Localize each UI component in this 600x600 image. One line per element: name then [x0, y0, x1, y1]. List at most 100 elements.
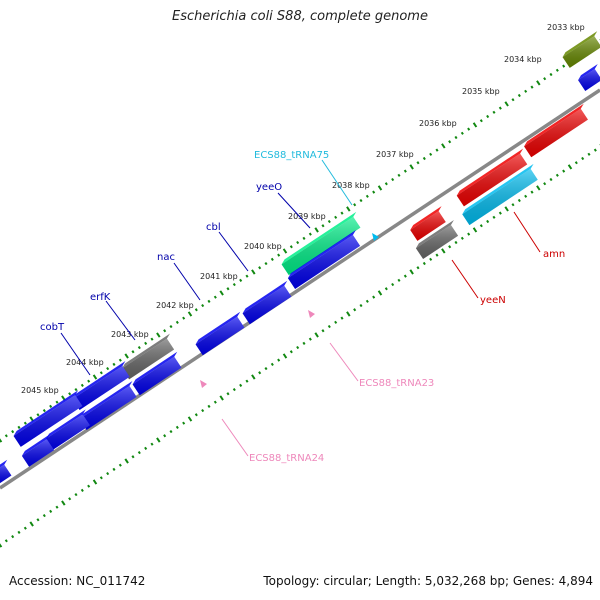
gene-feature[interactable]	[13, 390, 83, 447]
gene-feature[interactable]	[562, 31, 600, 68]
inner-tick-mark	[264, 366, 268, 371]
outer-tick-mark	[486, 114, 490, 119]
outer-tick-mark	[112, 362, 116, 366]
outer-tick-mark	[144, 341, 148, 345]
outer-tick-track	[0, 38, 600, 443]
inner-tick-mark	[517, 198, 521, 203]
inner-tick-mark	[327, 324, 331, 329]
outer-tick-mark	[251, 269, 256, 275]
gene-feature[interactable]	[21, 434, 55, 467]
gene-feature[interactable]	[456, 148, 528, 207]
gene-label-tRNA24[interactable]: ECS88_tRNA24	[249, 453, 324, 464]
outer-tick-mark	[472, 122, 478, 128]
map-title: Escherichia coli S88, complete genome	[172, 9, 428, 24]
gene-feature[interactable]	[121, 333, 175, 380]
outer-tick-mark	[169, 324, 173, 329]
outer-tick-mark	[543, 77, 547, 81]
gene-label-cobT[interactable]: cobT	[40, 322, 65, 333]
outer-tick-mark	[80, 383, 84, 387]
inner-tick-mark	[232, 387, 236, 392]
gene-label-nac[interactable]: nac	[157, 252, 175, 263]
outer-tick-mark	[213, 295, 217, 299]
inner-tick-mark	[372, 295, 376, 299]
gene-label-tRNA75[interactable]: ECS88_tRNA75	[254, 150, 329, 161]
gene-feature[interactable]	[415, 219, 459, 260]
inner-tick-mark	[504, 206, 509, 212]
gene-label-erfK[interactable]: erfK	[90, 292, 111, 303]
outer-tick-mark	[277, 253, 281, 257]
outer-tick-mark	[17, 425, 21, 429]
outer-tick-mark	[194, 308, 198, 312]
inner-tick-mark	[194, 413, 198, 417]
gene-feature[interactable]	[462, 163, 538, 226]
inner-tick-mark	[296, 345, 300, 350]
trna-marker[interactable]	[308, 310, 315, 318]
leader-yeeN	[451, 259, 479, 299]
inner-tick-mark	[467, 232, 471, 236]
outer-tick-mark	[359, 198, 363, 203]
inner-tick-mark	[118, 463, 122, 467]
inner-tick-mark	[334, 320, 338, 324]
inner-tick-mark	[536, 185, 541, 191]
inner-tick-mark	[384, 287, 388, 291]
tick-label-2033: 2033 kbp	[547, 23, 585, 32]
inner-tick-mark	[11, 535, 15, 539]
outer-tick-mark	[524, 89, 528, 93]
inner-tick-mark	[429, 257, 433, 261]
outer-tick-mark	[150, 337, 154, 341]
gene-label-yeeO[interactable]: yeeO	[256, 182, 282, 193]
gene-feature[interactable]	[79, 381, 137, 430]
outer-tick-mark	[302, 236, 306, 240]
outer-tick-mark	[23, 421, 27, 425]
inner-tick-mark	[150, 442, 154, 446]
gene-feature[interactable]	[0, 459, 12, 484]
gene-feature[interactable]	[195, 311, 245, 356]
inner-tick-mark	[23, 526, 27, 530]
tick-label-2040: 2040 kbp	[244, 242, 282, 251]
outer-tick-mark	[74, 387, 78, 392]
tick-label-2038: 2038 kbp	[332, 181, 370, 190]
inner-tick-mark	[587, 152, 591, 156]
gene-feature[interactable]	[287, 230, 361, 289]
gene-label-tRNA23[interactable]: ECS88_tRNA23	[359, 378, 434, 389]
outer-tick-mark	[346, 206, 351, 212]
gene-feature[interactable]	[72, 361, 130, 410]
gene-feature[interactable]	[132, 351, 182, 396]
outer-tick-mark	[131, 350, 135, 354]
gene-feature[interactable]	[524, 103, 588, 158]
leader-nac	[173, 262, 201, 301]
gene-feature[interactable]	[242, 280, 292, 325]
gene-label-cbl[interactable]: cbl	[206, 222, 221, 233]
inner-tick-mark	[0, 543, 3, 548]
outer-tick-mark	[92, 374, 98, 380]
inner-tick-mark	[169, 429, 173, 434]
gene-feature[interactable]	[578, 64, 600, 91]
outer-tick-mark	[429, 152, 433, 156]
inner-tick-mark	[219, 395, 224, 401]
outer-tick-mark	[479, 119, 483, 123]
outer-tick-mark	[258, 266, 262, 270]
gene-label-amn[interactable]: amn	[543, 249, 565, 260]
outer-tick-mark	[106, 366, 110, 371]
outer-tick-mark	[4, 434, 8, 438]
gene-feature[interactable]	[281, 211, 361, 276]
outer-tick-mark	[61, 395, 66, 401]
inner-tick-mark	[282, 353, 288, 359]
outer-tick-mark	[207, 299, 211, 303]
inner-tick-mark	[567, 164, 573, 170]
inner-tick-mark	[226, 392, 230, 396]
inner-tick-mark	[29, 521, 34, 527]
outer-tick-mark	[409, 164, 414, 170]
tick-label-2045: 2045 kbp	[21, 386, 59, 395]
gene-feature[interactable]	[410, 206, 446, 241]
tick-label-2036: 2036 kbp	[419, 119, 457, 128]
trna-marker[interactable]	[372, 233, 379, 241]
outer-tick-mark	[498, 106, 502, 110]
gene-feature[interactable]	[46, 409, 90, 450]
outer-tick-mark	[232, 282, 236, 287]
inner-tick-mark	[42, 513, 46, 518]
outer-tick-mark	[87, 379, 91, 383]
gene-label-yeeN[interactable]: yeeN	[480, 295, 506, 306]
trna-marker[interactable]	[200, 380, 207, 388]
